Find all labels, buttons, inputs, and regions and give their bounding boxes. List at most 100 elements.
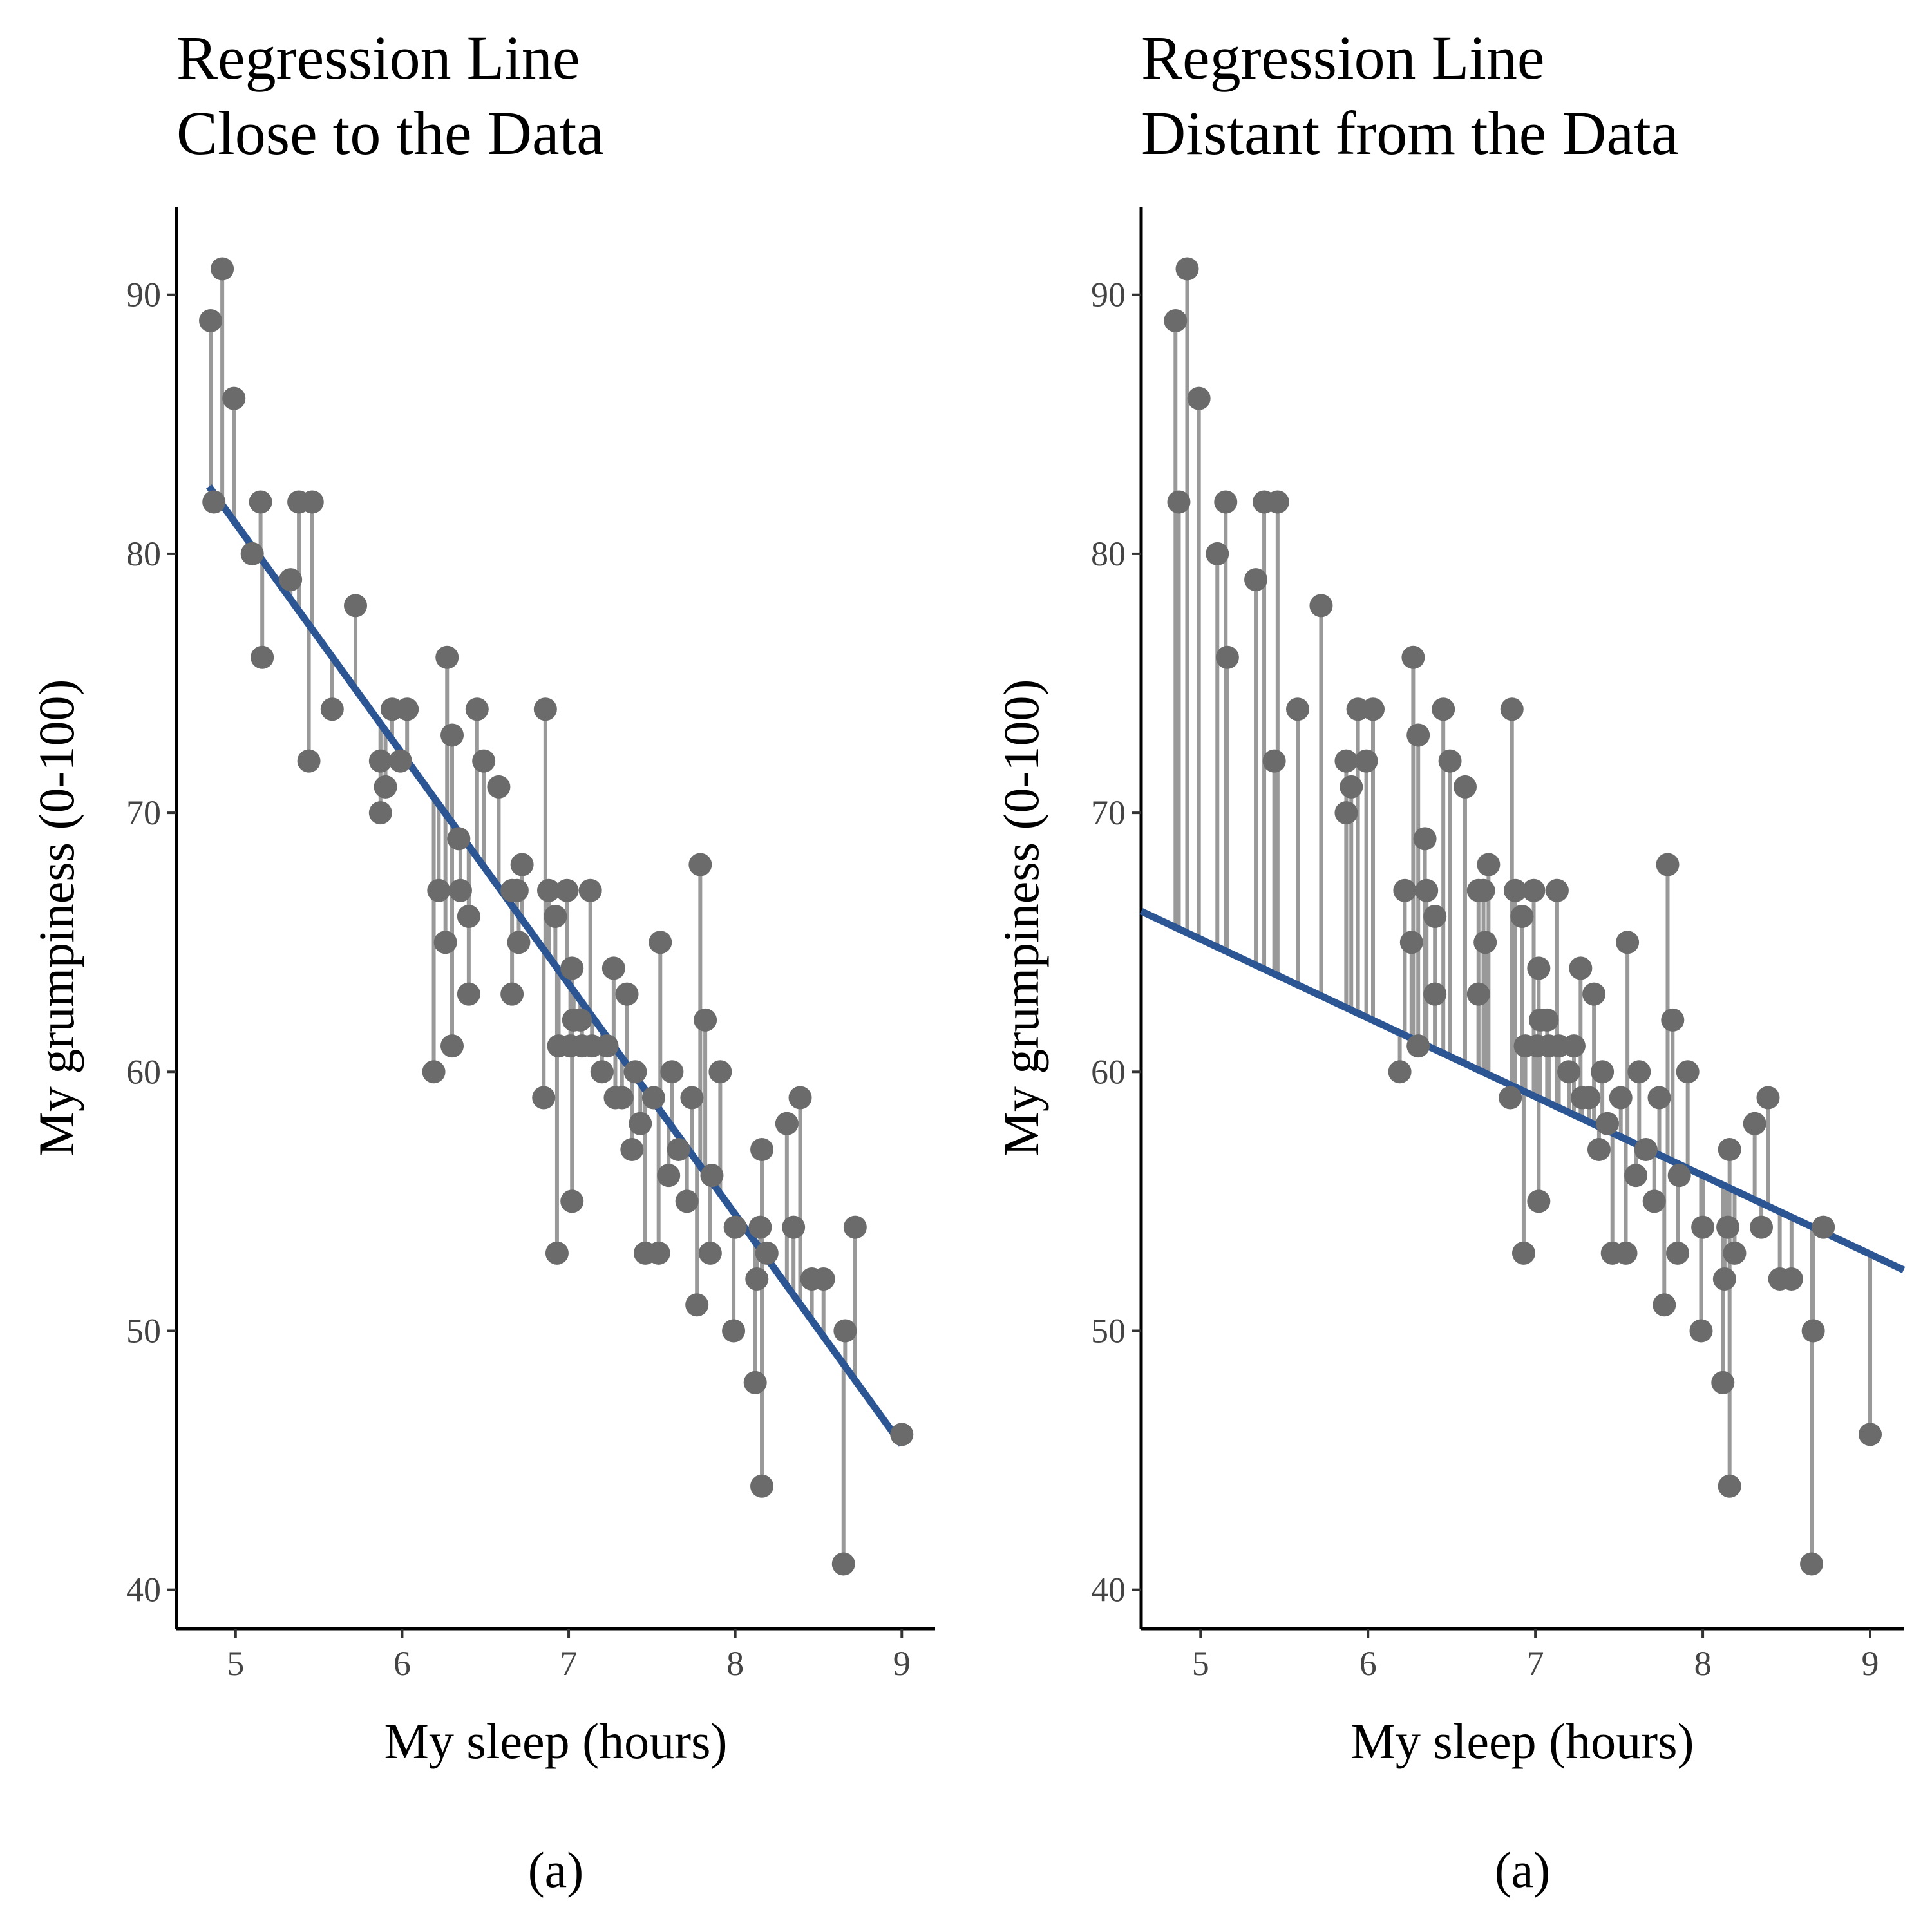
point: [1689, 1319, 1713, 1343]
point: [755, 1241, 779, 1265]
point: [544, 904, 567, 928]
point: [1743, 1112, 1766, 1135]
point: [745, 1267, 769, 1291]
point: [610, 1086, 634, 1110]
point: [1413, 827, 1437, 851]
point: [1582, 982, 1606, 1006]
point: [1388, 1060, 1412, 1084]
point: [1527, 1189, 1551, 1213]
point: [1591, 1060, 1615, 1084]
x-tick-label: 9: [893, 1644, 911, 1683]
point: [1718, 1474, 1741, 1498]
y-axis-title: My grumpiness (0-100): [28, 679, 84, 1157]
point: [1340, 775, 1363, 799]
point: [1206, 542, 1229, 565]
chart-title: Distant from the Data: [1141, 99, 1678, 167]
point: [344, 594, 368, 618]
point: [1859, 1423, 1882, 1446]
point: [249, 490, 272, 514]
point: [457, 904, 480, 928]
point: [1477, 853, 1501, 876]
point: [694, 1008, 717, 1032]
point: [510, 853, 534, 876]
x-axis-title: My sleep (hours): [384, 1713, 728, 1769]
point: [1466, 982, 1490, 1006]
y-tick-label: 60: [1091, 1052, 1126, 1091]
point: [422, 1060, 446, 1084]
point: [675, 1189, 699, 1213]
point: [1712, 1267, 1736, 1291]
y-tick-label: 50: [1091, 1311, 1126, 1350]
point: [1175, 257, 1199, 281]
point: [427, 878, 451, 902]
point: [750, 1474, 774, 1498]
chart-title: Regression Line: [176, 23, 580, 92]
point: [448, 878, 472, 902]
x-tick-label: 7: [560, 1644, 578, 1683]
point: [395, 697, 419, 721]
point: [1595, 1112, 1619, 1135]
point: [1634, 1137, 1658, 1161]
point: [1616, 931, 1640, 954]
point: [1522, 878, 1546, 902]
point: [890, 1423, 914, 1446]
point: [685, 1293, 709, 1317]
point: [1423, 904, 1447, 928]
point: [1691, 1215, 1715, 1239]
point: [500, 982, 524, 1006]
point: [1535, 1008, 1559, 1032]
point: [1244, 568, 1268, 592]
x-tick-label: 7: [1527, 1644, 1544, 1683]
point: [457, 982, 480, 1006]
point: [1334, 749, 1358, 773]
point: [1187, 386, 1211, 410]
point: [1500, 697, 1524, 721]
x-tick-label: 8: [726, 1644, 744, 1683]
point: [667, 1137, 690, 1161]
point: [1510, 904, 1534, 928]
point: [1309, 594, 1333, 618]
point: [657, 1164, 681, 1188]
point: [1812, 1215, 1835, 1239]
point: [1393, 878, 1417, 902]
point: [560, 956, 584, 980]
point: [1801, 1319, 1825, 1343]
point: [240, 542, 264, 565]
point: [1711, 1370, 1735, 1394]
regression-line: [205, 484, 905, 1447]
y-tick-label: 90: [1091, 276, 1126, 314]
point: [1723, 1241, 1747, 1265]
point: [775, 1112, 799, 1135]
point: [1562, 1034, 1586, 1058]
point: [748, 1215, 772, 1239]
point: [1577, 1086, 1601, 1110]
point: [505, 878, 529, 902]
point: [1286, 697, 1310, 721]
point: [811, 1267, 835, 1291]
point: [251, 645, 274, 669]
point: [1779, 1267, 1803, 1291]
point: [1750, 1215, 1774, 1239]
point: [560, 1189, 584, 1213]
point: [833, 1319, 857, 1343]
point: [1642, 1189, 1666, 1213]
point: [279, 568, 303, 592]
point: [750, 1137, 774, 1161]
point: [623, 1060, 647, 1084]
x-tick-label: 6: [393, 1644, 411, 1683]
point: [578, 878, 602, 902]
point: [202, 490, 226, 514]
point: [465, 697, 489, 721]
point: [590, 1060, 614, 1084]
point: [649, 931, 672, 954]
point: [1354, 749, 1378, 773]
point: [374, 775, 397, 799]
x-tick-label: 5: [227, 1644, 244, 1683]
point: [1653, 1293, 1676, 1317]
point: [688, 853, 712, 876]
point: [320, 697, 344, 721]
point: [537, 878, 561, 902]
point: [368, 801, 392, 825]
y-tick-label: 50: [126, 1311, 161, 1350]
